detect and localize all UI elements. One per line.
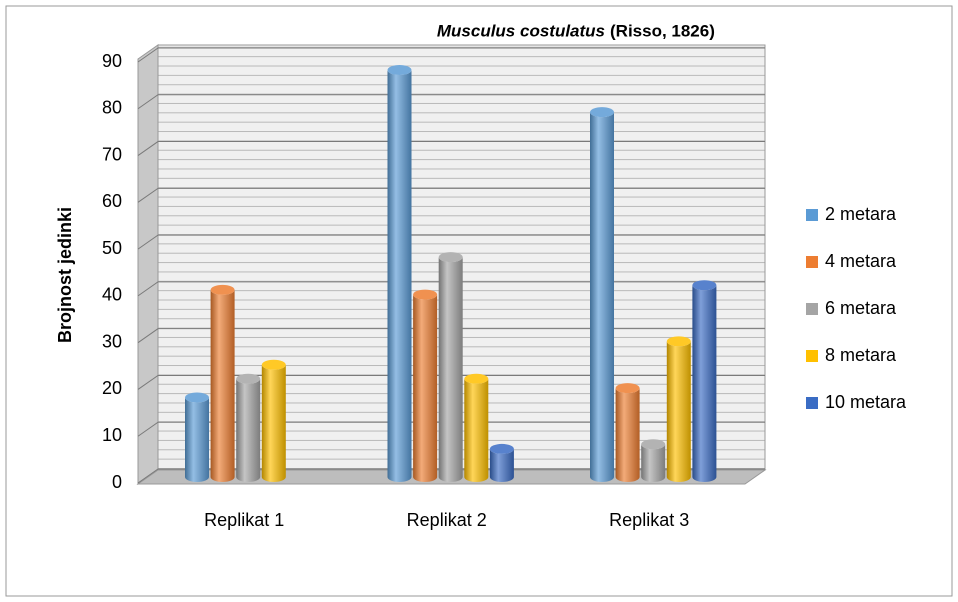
legend-swatch [806, 350, 818, 362]
bar-top [210, 284, 235, 295]
legend-label: 10 metara [825, 392, 907, 412]
y-tick-label: 60 [102, 191, 122, 211]
y-tick-label: 70 [102, 144, 122, 164]
bar [413, 294, 438, 482]
bar-top [615, 383, 640, 394]
legend-label: 6 metara [825, 298, 897, 318]
bar-top [387, 65, 412, 76]
bar [387, 70, 412, 483]
grid-line [137, 281, 765, 297]
chart-title-author: (Risso, 1826) [610, 21, 715, 40]
bar [615, 388, 640, 482]
legend-label: 2 metara [825, 204, 897, 224]
y-tick-label: 30 [102, 331, 122, 351]
y-tick-label: 40 [102, 285, 122, 305]
x-tick-label: Replikat 2 [407, 510, 487, 530]
bar-top [590, 107, 614, 118]
x-tick-label: Replikat 3 [609, 510, 689, 530]
bar-top [641, 439, 666, 450]
legend-label: 4 metara [825, 251, 897, 271]
bar [692, 285, 717, 482]
y-tick-label: 80 [102, 98, 122, 118]
grid-line [137, 94, 765, 110]
bar [185, 397, 209, 482]
grid-line [137, 421, 765, 437]
y-tick-label: 50 [102, 238, 122, 258]
y-tick-label: 10 [102, 425, 122, 445]
legend-label: 8 metara [825, 345, 897, 365]
legend-swatch [806, 209, 818, 221]
bar [210, 289, 235, 482]
bar [438, 257, 463, 482]
bar [261, 364, 286, 482]
bar [666, 341, 691, 482]
grid-line [137, 328, 765, 344]
bar-top [185, 392, 209, 403]
bar [590, 112, 614, 482]
bar-top [489, 443, 514, 454]
bar-top [692, 280, 717, 291]
grid-line [137, 468, 765, 484]
bar [641, 444, 666, 482]
bar-top [261, 359, 286, 370]
bar [464, 378, 489, 482]
bar-top [464, 373, 489, 384]
y-axis-label: Brojnost jedinki [55, 207, 75, 343]
bar [236, 378, 261, 483]
legend-swatch [806, 397, 818, 409]
bar-top [438, 252, 463, 263]
legend-swatch [806, 303, 818, 315]
bar [489, 448, 514, 482]
bar-top [413, 289, 438, 300]
y-tick-label: 0 [112, 472, 122, 492]
side-wall [137, 44, 159, 485]
grid-line [137, 141, 765, 156]
legend-swatch [806, 256, 818, 268]
grid-line [137, 234, 765, 250]
grid-line [137, 187, 765, 203]
grid-line [137, 374, 765, 390]
grid-line [137, 47, 765, 63]
bar-top [666, 336, 691, 347]
chart-title: Musculus costulatus [437, 21, 605, 40]
y-tick-label: 20 [102, 378, 122, 398]
y-tick-label: 90 [102, 51, 122, 71]
x-tick-label: Replikat 1 [204, 510, 284, 530]
bar-top [236, 373, 261, 384]
